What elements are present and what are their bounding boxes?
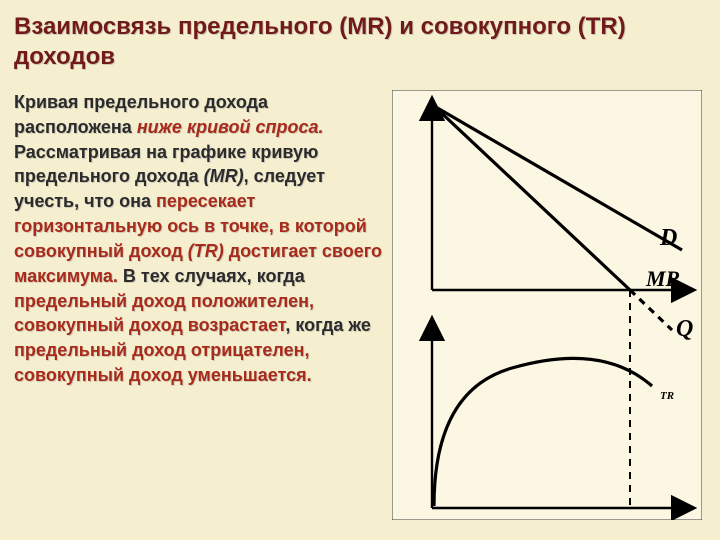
text-run: , когда же [285, 315, 371, 335]
text-run: предельный доход положителен, совокупный… [14, 291, 314, 336]
chart-svg [392, 90, 702, 520]
text-run: предельный доход отрицателен, совокупный… [14, 340, 312, 385]
page-title: Взаимосвязь предельного (MR) и совокупно… [14, 12, 706, 72]
content-row: Кривая предельного дохода расположена ни… [14, 90, 706, 520]
label-tr: TR [660, 390, 674, 402]
label-mr: MR [646, 266, 680, 292]
label-d: D [660, 225, 677, 252]
body-paragraph: Кривая предельного дохода расположена ни… [14, 90, 384, 520]
label-q: Q [676, 316, 693, 343]
text-run: В тех случаях, когда [118, 266, 305, 286]
text-run: ниже кривой спроса. [137, 117, 324, 137]
mr-tr-chart: D MR Q TR [392, 90, 702, 520]
text-run: (MR) [204, 166, 244, 186]
slide-page: Взаимосвязь предельного (MR) и совокупно… [0, 0, 720, 540]
text-run: (TR) [188, 241, 224, 261]
